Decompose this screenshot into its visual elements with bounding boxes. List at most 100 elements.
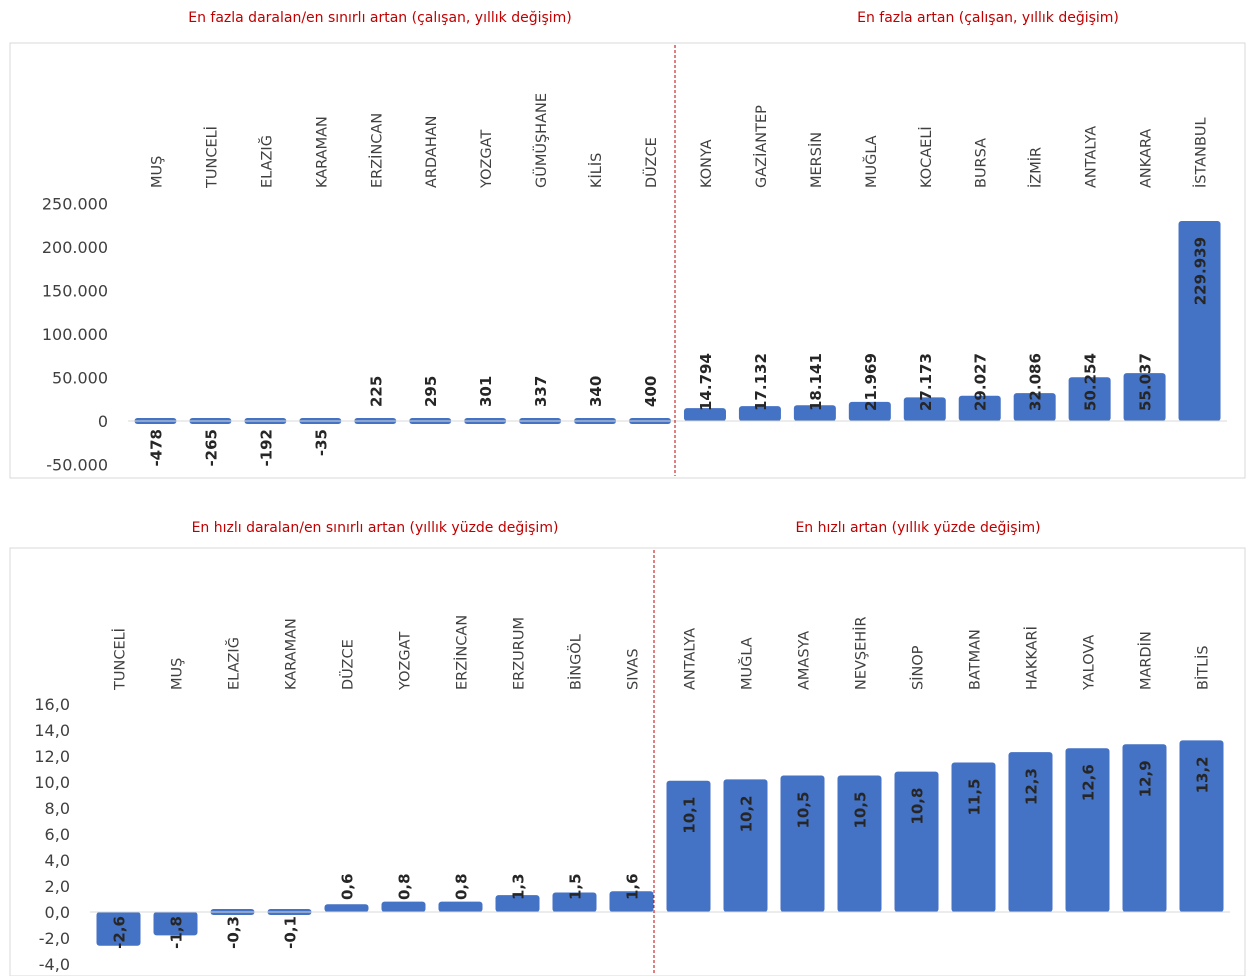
data-label: 0,6 [339,873,357,900]
category-label: KONYA [699,139,715,188]
data-label: 225 [367,376,385,407]
data-label: 1,3 [510,873,528,900]
category-label: NEVŞEHİR [852,616,870,690]
category-label: TUNCELİ [111,628,129,691]
category-label: ELAZIĞ [257,135,275,188]
data-label: 55.037 [1137,353,1155,411]
right-title: En fazla artan (çalışan, yıllık değişim) [857,10,1119,26]
data-label: 400 [642,376,660,407]
y-tick-label: 12,0 [34,747,70,766]
data-label: 0,8 [453,873,471,900]
category-label: KOCAELİ [917,126,935,188]
data-label: 10,5 [795,792,813,829]
bar [153,912,198,936]
bar [666,780,711,912]
bar [903,397,946,421]
bar [837,775,882,912]
data-label: 0,8 [396,873,414,900]
y-tick-label: 16,0 [34,695,70,714]
category-label: İSTANBUL [1192,117,1210,188]
category-label: MERSİN [807,132,825,188]
data-label: 12,9 [1137,760,1155,797]
y-tick-label: 8,0 [45,799,70,818]
chart-employment-change: En fazla daralan/en sınırlı artan (çalış… [9,10,1246,479]
category-label: TUNCELİ [202,126,220,189]
data-label: 10,2 [738,795,756,832]
right-title: En hızlı artan (yıllık yüzde değişim) [795,520,1040,536]
data-label: 29.027 [972,353,990,411]
left-title: En hızlı daralan/en sınırlı artan (yıllı… [192,520,559,536]
y-tick-label: 4,0 [45,851,70,870]
category-label: MUŞ [170,658,186,690]
data-label: 10,1 [681,797,699,834]
data-label: 21.969 [862,353,880,411]
category-label: MARDİN [1137,631,1155,690]
category-label: BATMAN [968,629,984,690]
data-label: -192 [257,429,275,467]
bar [96,912,141,946]
data-label: 10,8 [909,788,927,825]
category-label: KARAMAN [314,116,330,188]
y-tick-label: 250.000 [42,195,108,214]
y-tick-label: 14,0 [34,721,70,740]
bar [723,779,768,912]
data-label: 229.939 [1192,237,1210,305]
data-label: 50.254 [1082,353,1100,411]
category-label: YALOVA [1082,635,1098,691]
category-label: İZMİR [1027,147,1045,188]
category-label: ANKARA [1139,129,1155,188]
data-label: 337 [532,376,550,407]
bar [848,401,891,421]
data-label: 340 [587,376,605,407]
data-label: 12,3 [1023,768,1041,805]
data-label: 14.794 [697,353,715,411]
category-label: ERZİNCAN [367,113,385,188]
bar [958,395,1001,421]
bar [738,406,781,421]
y-tick-label: 6,0 [45,825,70,844]
y-tick-label: -2,0 [39,929,70,948]
category-label: YOZGAT [398,632,414,691]
bar [1178,220,1221,421]
category-label: BURSA [974,138,990,188]
category-label: BİTLİS [1194,645,1212,690]
chart-percent-change: En hızlı daralan/en sınırlı artan (yıllı… [9,520,1246,976]
bar [1013,393,1056,421]
bar [1068,377,1111,421]
category-label: BİNGÖL [567,634,585,690]
data-label: 18.141 [807,353,825,411]
data-label: -35 [312,429,330,456]
bar [438,901,483,912]
category-label: ANTALYA [1084,126,1100,188]
bar [951,762,996,912]
bar [1008,752,1053,912]
bar [793,405,836,421]
category-label: AMASYA [797,631,813,690]
bar [894,771,939,912]
category-label: DÜZCE [339,639,357,690]
category-label: KARAMAN [284,618,300,690]
bar [1122,744,1167,912]
category-label: KİLİS [587,153,605,188]
category-label: GAZİANTEP [752,105,770,188]
bar [609,891,654,912]
category-label: ARDAHAN [424,116,440,189]
data-label: 1,6 [624,873,642,900]
data-label: 11,5 [966,779,984,816]
category-label: HAKKARİ [1023,626,1041,690]
category-label: MUŞ [149,156,165,188]
y-tick-label: 2,0 [45,877,70,896]
data-label: 1,5 [567,873,585,900]
data-label: -478 [147,429,165,467]
data-label: -265 [202,429,220,467]
category-label: DÜZCE [642,137,660,188]
data-label: 17.132 [752,353,770,411]
category-label: MUĞLA [862,135,880,188]
data-label: 10,5 [852,792,870,829]
bar [1065,748,1110,912]
data-label: -1,8 [168,916,186,949]
data-label: 27.173 [917,353,935,411]
category-label: SIVAS [626,648,642,690]
category-label: ERZİNCAN [453,615,471,690]
category-label: ANTALYA [683,628,699,690]
